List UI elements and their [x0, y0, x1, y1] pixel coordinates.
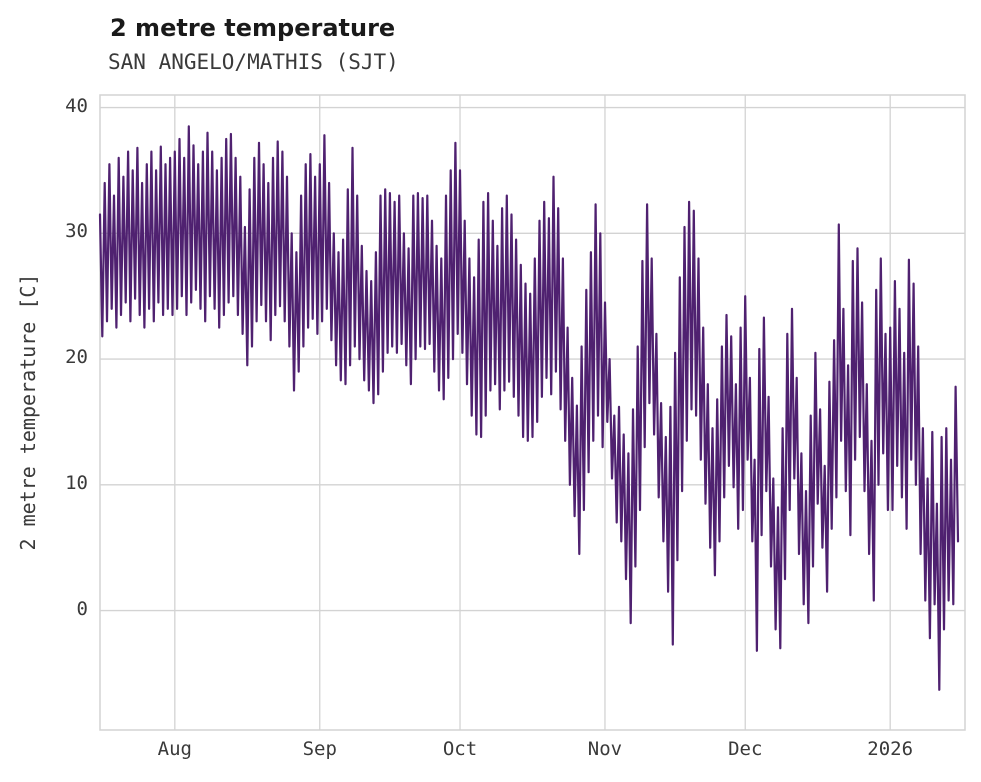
y-axis-label: 2 metre temperature [C]: [16, 273, 40, 551]
y-tick-label: 10: [65, 471, 88, 494]
chart-title: 2 metre temperature: [110, 14, 396, 42]
y-tick-label: 20: [65, 346, 88, 369]
x-tick-label: Sep: [302, 738, 337, 760]
y-tick-label: 30: [65, 220, 88, 243]
y-tick-label: 0: [76, 597, 88, 620]
x-tick-label: Nov: [587, 738, 623, 760]
y-tick-label: 40: [65, 94, 88, 117]
x-tick-label: 2026: [867, 738, 914, 760]
chart-subtitle: SAN ANGELO/MATHIS (SJT): [108, 50, 399, 74]
plot-border: [99, 94, 966, 731]
x-tick-label: Aug: [157, 738, 192, 760]
temperature-series-line: [98, 125, 960, 691]
x-tick-label: Dec: [728, 738, 763, 760]
x-tick-label: Oct: [442, 738, 478, 760]
